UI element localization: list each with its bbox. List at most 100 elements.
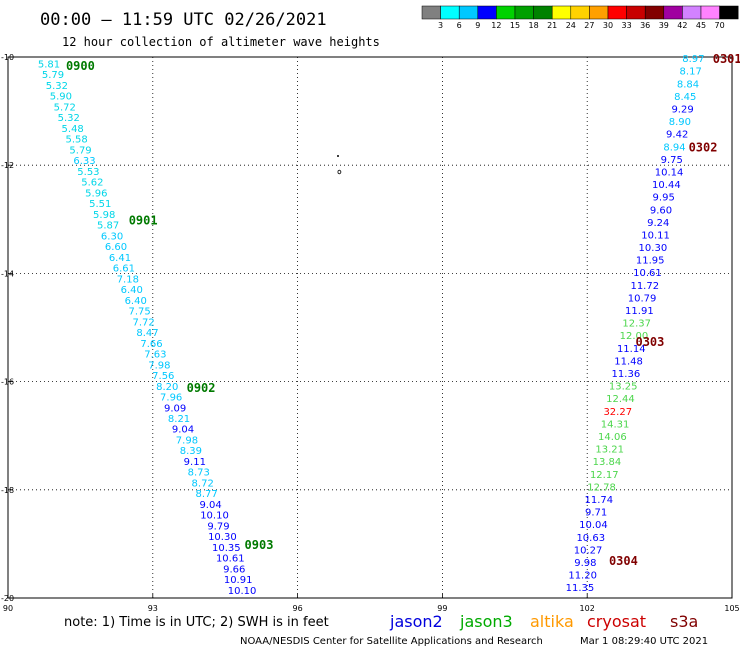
wave-height-label: 11.35 [566, 583, 595, 594]
time-label: 0303 [635, 335, 664, 349]
wave-height-label: 5.87 [97, 221, 119, 232]
chart-title: 00:00 – 11:59 UTC 02/26/2021 [40, 10, 327, 30]
wave-height-label: 14.31 [601, 419, 630, 430]
wave-height-label: 11.48 [614, 356, 643, 367]
legend-swatch [514, 5, 534, 20]
legend-label: 42 [677, 21, 687, 30]
time-label: 0902 [187, 381, 216, 395]
wave-height-label: 6.41 [109, 253, 131, 264]
wave-height-label: 8.47 [136, 328, 158, 339]
wave-height-label: 8.77 [195, 489, 217, 500]
legend-swatch [607, 5, 627, 20]
legend-label: 24 [566, 21, 576, 30]
wave-height-label: 5.72 [54, 102, 76, 113]
wave-height-label: 5.98 [93, 210, 115, 221]
wave-height-label: 8.21 [168, 414, 190, 425]
wave-height-label: 7.72 [132, 317, 154, 328]
wave-height-label: 9.95 [653, 193, 675, 204]
legend-swatch [589, 5, 609, 20]
wave-height-label: 10.10 [228, 586, 257, 597]
wave-height-label: 8.90 [669, 117, 691, 128]
legend-swatch [440, 5, 460, 20]
wave-height-label: 11.14 [617, 344, 646, 355]
tick-label-y: -12 [1, 161, 14, 170]
legend-label: 12 [491, 21, 501, 30]
legend-swatch [496, 5, 516, 20]
wave-height-label: 5.79 [69, 145, 91, 156]
wave-height-label: 5.32 [46, 81, 68, 92]
wave-height-label: 5.79 [42, 70, 64, 81]
time-label: 0301 [713, 52, 740, 66]
satellite-cryosat: cryosat [587, 612, 646, 631]
satellite-jason3: jason3 [459, 612, 513, 631]
wave-height-label: 5.48 [62, 124, 84, 135]
tick-label-x: 90 [3, 604, 13, 613]
tick-label-x: 105 [724, 604, 739, 613]
wave-height-label: 10.14 [655, 167, 684, 178]
wave-height-label: 13.25 [609, 382, 638, 393]
wave-height-label: 13.84 [593, 457, 622, 468]
wave-height-label: 7.98 [176, 435, 198, 446]
satellite-s3a: s3a [670, 612, 698, 631]
wave-height-label: 11.36 [612, 369, 641, 380]
wave-height-label: 10.63 [576, 533, 605, 544]
note-text: note: 1) Time is in UTC; 2) SWH is in fe… [64, 615, 329, 630]
legend-swatch [663, 5, 683, 20]
time-label: 0900 [66, 59, 95, 73]
wave-height-label: 8.20 [156, 382, 178, 393]
wave-height-label: 11.74 [585, 495, 614, 506]
wave-height-label: 7.66 [140, 339, 162, 350]
wave-height-label: 5.53 [77, 167, 99, 178]
time-label: 0302 [689, 140, 718, 154]
wave-height-label: 7.96 [160, 393, 182, 404]
wave-height-label: 10.04 [579, 520, 608, 531]
wave-height-label: 6.30 [101, 231, 123, 242]
legend-swatch [477, 5, 497, 20]
legend-label: 21 [547, 21, 557, 30]
data-marks: 5.815.795.325.905.725.325.485.585.796.33… [38, 52, 740, 597]
legend-swatch [682, 5, 702, 20]
legend-swatch [533, 5, 553, 20]
plot-area: 90 93 96 99 102 105-10-12-14-16-18-20 5.815.7… [1, 52, 740, 613]
wave-height-label: 10.30 [208, 532, 237, 543]
wave-height-label: 7.18 [117, 274, 139, 285]
legend-label: 33 [622, 21, 632, 30]
wave-height-label: 7.56 [152, 371, 174, 382]
wave-height-label: 9.75 [661, 155, 683, 166]
wave-height-label: 11.72 [630, 281, 659, 292]
legend-label: 6 [457, 21, 462, 30]
legend-label: 27 [584, 21, 594, 30]
wave-height-label: 9.29 [671, 104, 693, 115]
legend-swatch [421, 5, 441, 20]
wave-height-label: 10.11 [641, 230, 670, 241]
wave-height-label: 10.61 [633, 268, 662, 279]
wave-height-label: 10.79 [628, 293, 657, 304]
legend-label: 18 [529, 21, 539, 30]
chart-subtitle: 12 hour collection of altimeter wave hei… [62, 35, 380, 49]
wave-height-label: 10.30 [639, 243, 668, 254]
wave-height-label: 9.11 [184, 457, 206, 468]
plot-frame [7, 56, 733, 599]
wave-height-label: 5.96 [85, 188, 107, 199]
satellite-legend: jason2 jason3 altika cryosat s3a [389, 612, 698, 631]
wave-height-label: 12.44 [606, 394, 635, 405]
legend-swatch [700, 5, 720, 20]
wave-height-label: 5.62 [81, 178, 103, 189]
wave-height-label: 10.44 [652, 180, 681, 191]
tick-label-y: -18 [1, 486, 14, 495]
wave-height-label: 9.60 [650, 205, 672, 216]
legend-label: 15 [510, 21, 520, 30]
wave-height-label: 8.73 [188, 468, 210, 479]
wave-height-label: 9.09 [164, 403, 186, 414]
legend-swatch [719, 5, 739, 20]
wave-height-label: 7.75 [129, 307, 151, 318]
wave-height-label: 5.81 [38, 59, 60, 70]
legend-swatch [551, 5, 572, 20]
wave-height-label: 6.60 [105, 242, 127, 253]
wave-height-label: 10.91 [224, 575, 253, 586]
legend-swatch [458, 5, 479, 20]
credit-text: NOAA/NESDIS Center for Satellite Applica… [240, 636, 543, 647]
legend-swatch [644, 5, 665, 20]
